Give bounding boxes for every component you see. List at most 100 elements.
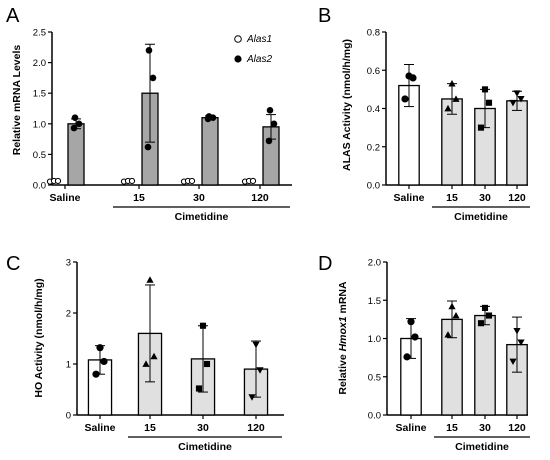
data-point	[403, 353, 411, 361]
x-tick-label: 30	[479, 422, 491, 434]
x-tick-label: 15	[446, 422, 458, 434]
y-tick-label: 0.2	[367, 142, 380, 153]
data-point	[401, 95, 409, 103]
panel-c: C HO Activity (nmol/h/mg)	[6, 253, 45, 398]
data-point	[145, 47, 153, 54]
bar	[506, 100, 528, 186]
x-tick-label: 120	[247, 422, 265, 434]
data-point	[205, 113, 213, 120]
data-point	[452, 311, 460, 319]
x-tick-label: 15	[133, 192, 145, 204]
x-tick-label: Saline	[394, 192, 425, 204]
panel-d: D Relative Hmox1 mRNA	[318, 253, 349, 395]
data-point	[513, 90, 521, 97]
data-point	[71, 114, 79, 121]
y-axis-title-d-suffix: mRNA	[337, 281, 349, 316]
group-label: Cimetidine	[175, 211, 229, 223]
data-point	[144, 143, 152, 151]
y-tick-label: 2	[66, 309, 71, 320]
data-point	[146, 276, 154, 283]
data-point	[100, 357, 108, 366]
data-point	[54, 177, 62, 185]
y-tick-label: 0.0	[367, 181, 380, 192]
plot-area-d: 0.0 0.5 1.0 1.5 2.0 Saline 15 30 120 Cimetidine	[368, 258, 530, 453]
y-tick-label: 0.5	[33, 150, 46, 161]
panel-letter-c: C	[6, 253, 20, 275]
data-point	[444, 104, 452, 112]
y-tick-label: 0	[66, 411, 71, 422]
x-tick-label: Saline	[50, 192, 81, 204]
x-tick-label: 30	[479, 192, 491, 204]
data-point	[249, 177, 257, 185]
y-tick-label: 0.5	[368, 372, 381, 383]
y-tick-label: 0.0	[33, 181, 46, 192]
y-tick-label: 0.8	[367, 28, 380, 39]
x-tick-label: 120	[251, 192, 269, 204]
x-tick-label: 15	[446, 192, 458, 204]
legend-label: Alas2	[246, 54, 272, 65]
data-point	[150, 352, 158, 360]
x-tick-label: Saline	[396, 422, 427, 434]
panel-letter-a: A	[6, 5, 20, 27]
y-tick-label: 1.5	[33, 89, 46, 100]
data-point	[270, 120, 278, 128]
x-tick-label: 120	[508, 192, 526, 204]
data-point	[509, 99, 517, 107]
data-point	[188, 177, 196, 185]
data-point	[407, 318, 415, 326]
data-point	[509, 358, 517, 366]
data-point	[481, 86, 489, 93]
data-point	[405, 72, 413, 80]
data-point	[477, 124, 485, 131]
plot-area-c: 0 1 2 3 Saline 15 30 120 Cimetidine	[66, 258, 284, 453]
x-tick-label: 30	[197, 422, 209, 434]
y-axis-title-b: ALAS Activity (nmol/h/mg)	[341, 39, 353, 171]
data-point	[266, 107, 274, 114]
y-tick-label: 1.0	[368, 334, 381, 345]
data-point	[199, 322, 207, 329]
data-point	[517, 339, 525, 346]
x-tick-label: 15	[144, 422, 156, 434]
data-point	[256, 367, 264, 374]
y-tick-label: 3	[66, 258, 71, 269]
data-point	[195, 385, 203, 392]
x-tick-label: 120	[508, 422, 526, 434]
legend-marker	[234, 55, 242, 63]
data-point	[248, 394, 256, 401]
data-point	[411, 333, 419, 341]
data-point	[128, 177, 136, 185]
group-label: Cimetidine	[454, 211, 508, 223]
data-point	[485, 99, 493, 106]
data-point	[485, 312, 493, 319]
data-point	[477, 320, 485, 327]
y-tick-label: 0.0	[368, 411, 381, 422]
group-label: Cimetidine	[178, 441, 232, 453]
data-point	[203, 360, 211, 368]
y-axis-title-c: HO Activity (nmol/h/mg)	[33, 278, 45, 397]
data-point	[149, 74, 157, 82]
data-point	[75, 120, 83, 128]
y-axis-title-d-prefix: Relative	[337, 351, 349, 394]
group-label: Cimetidine	[455, 441, 509, 453]
data-point	[92, 370, 100, 378]
legend-marker	[234, 35, 242, 43]
x-tick-label: 30	[193, 192, 205, 204]
y-axis-title-d: Relative Hmox1 mRNA	[337, 281, 349, 395]
data-point	[96, 344, 104, 352]
data-point	[452, 95, 460, 102]
y-tick-label: 2.5	[33, 28, 46, 39]
y-tick-label: 1	[66, 360, 71, 371]
data-point	[252, 341, 260, 349]
legend: Alas1 Alas2	[234, 34, 272, 65]
y-axis-title-a: Relative mRNA Levels	[11, 45, 23, 156]
panel-letter-d: D	[318, 253, 332, 275]
bar	[201, 117, 219, 186]
data-point	[70, 124, 78, 132]
data-point	[513, 327, 521, 335]
y-tick-label: 1.5	[368, 296, 381, 307]
data-point	[444, 331, 452, 338]
x-tick-label: Saline	[85, 422, 116, 434]
y-axis-title-d-gene: Hmox1	[337, 316, 349, 351]
panel-letter-b: B	[318, 5, 331, 27]
panel-b: B ALAS Activity (nmol/h/mg)	[318, 5, 353, 171]
